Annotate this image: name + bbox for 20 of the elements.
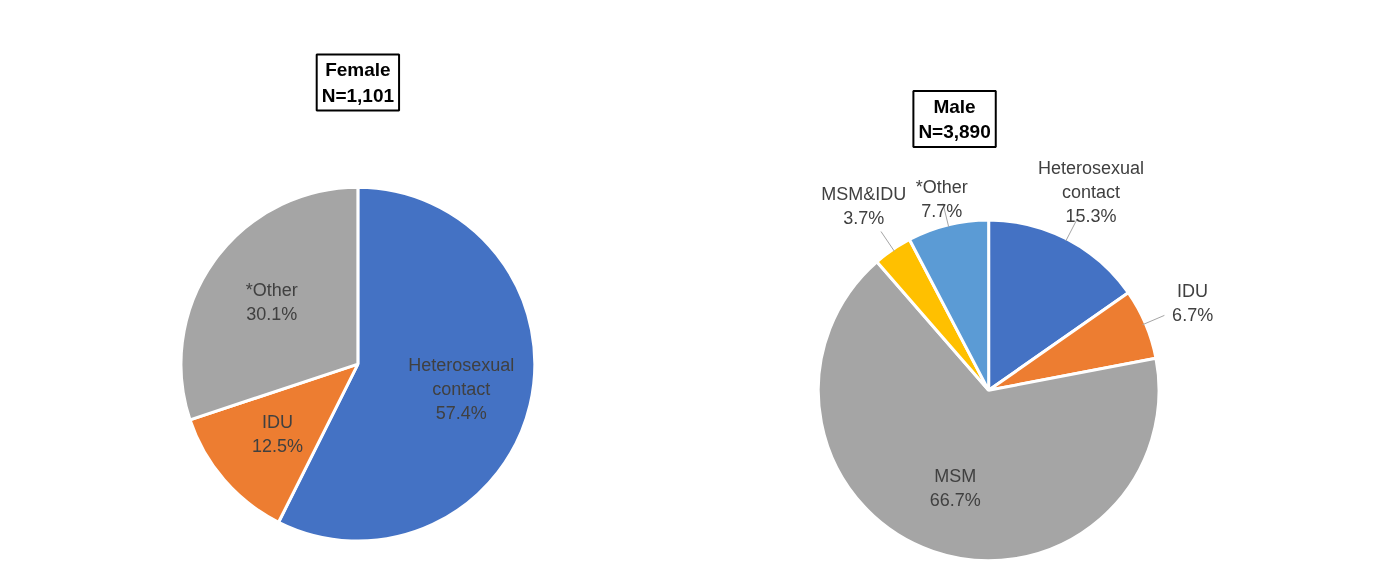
chart-title: Female xyxy=(325,59,391,81)
data-label: 30.1% xyxy=(246,303,298,324)
chart-title: Male xyxy=(933,95,976,117)
data-label: 7.7% xyxy=(921,200,963,221)
data-label: 57.4% xyxy=(435,402,487,423)
data-label: 3.7% xyxy=(843,208,885,228)
data-label: 66.7% xyxy=(929,489,981,510)
data-label: 15.3% xyxy=(1065,206,1117,227)
slice-label: Heterosexual contact xyxy=(408,354,515,399)
data-label: 6.7% xyxy=(1172,305,1214,326)
slice-label: MSM&IDU xyxy=(821,184,907,204)
slice-label: Heterosexual contact xyxy=(1037,158,1144,203)
slice-label: *Other xyxy=(245,279,298,300)
chart-subtitle: N=3,890 xyxy=(918,121,991,143)
chart-subtitle: N=1,101 xyxy=(321,84,395,106)
slice-label: IDU xyxy=(262,412,294,433)
slice-label: MSM xyxy=(934,465,977,486)
data-label: 12.5% xyxy=(252,436,304,457)
slice-label: IDU xyxy=(1177,281,1209,302)
slice-label: *Other xyxy=(915,176,968,197)
